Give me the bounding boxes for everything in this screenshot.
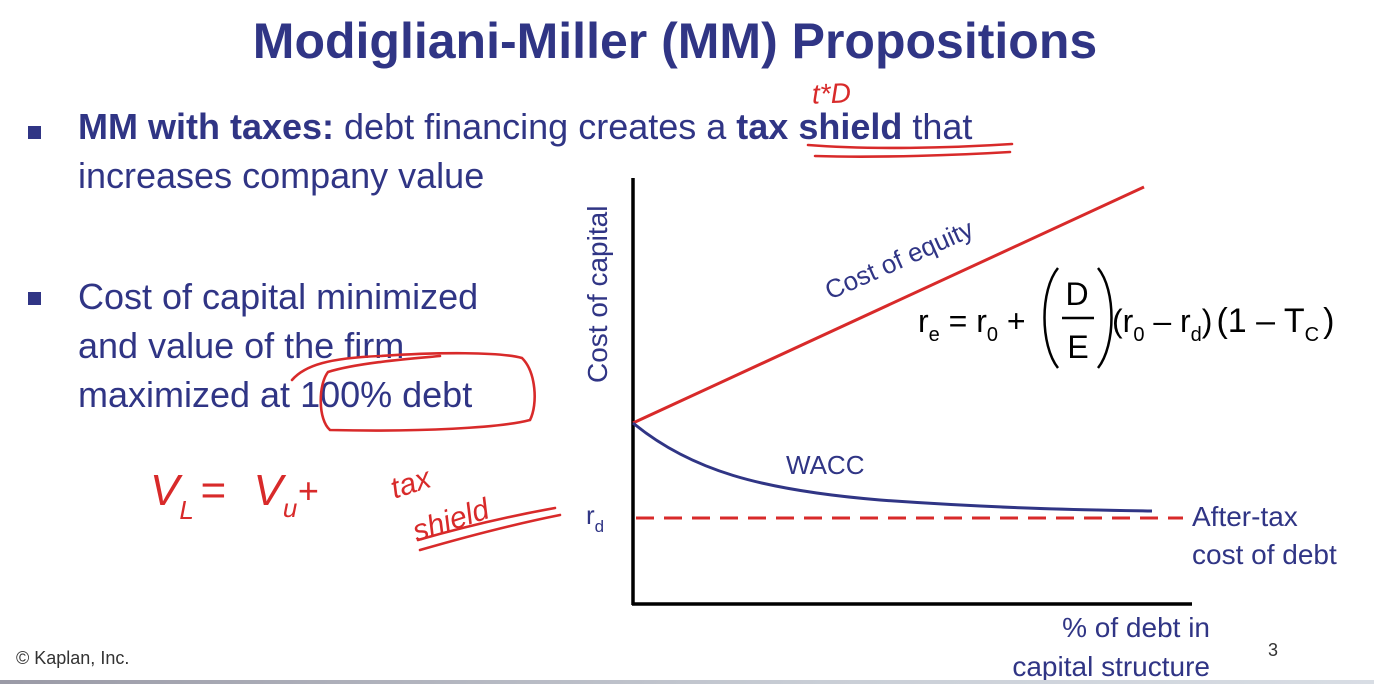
formula-numerator: D xyxy=(1065,276,1088,312)
after-tax-label-2: cost of debt xyxy=(1192,539,1337,570)
bullet-1-line-2: increases company value xyxy=(78,155,485,196)
cost-of-equity-line xyxy=(632,185,1145,425)
wacc-label: WACC xyxy=(786,450,864,480)
x-axis-label-1: % of debt in xyxy=(1062,612,1210,643)
bottom-rule xyxy=(0,680,1374,684)
shield-underline-2 xyxy=(418,513,562,552)
after-tax-label-1: After-tax xyxy=(1192,501,1298,532)
bullet-1-line-1: MM with taxes: debt financing creates a … xyxy=(78,102,972,152)
bullet-1-text: debt financing creates a xyxy=(334,106,737,147)
svg-text:re = r0 +: re = r0 + xyxy=(918,303,1026,346)
footer-copyright: © Kaplan, Inc. xyxy=(16,648,130,668)
tax-shield-underline xyxy=(806,142,1014,150)
slide-title: Modigliani-Miller (MM) Propositions xyxy=(252,13,1098,69)
shield-underline-1 xyxy=(416,506,557,542)
formula-paren-close xyxy=(1096,267,1113,369)
svg-text:(r0 – rd)(1 – TC): (r0 – rd) (1 – TC) xyxy=(1112,302,1334,346)
hundred-percent-debt-circle xyxy=(290,351,536,432)
bullet-marker-1 xyxy=(28,126,41,139)
annotation-tstar-d: t*D xyxy=(811,77,851,109)
bullet-2-line-3: maximized at 100% debt xyxy=(78,374,473,415)
wacc-curve xyxy=(632,421,1153,513)
formula-paren-open xyxy=(1043,267,1060,369)
annotation-vl: VL = Vu+ xyxy=(150,466,318,525)
bullet-1-tax-shield: tax shield xyxy=(736,106,903,147)
formula-denominator: E xyxy=(1067,329,1088,365)
bullet-1-text-after: that xyxy=(902,106,973,147)
annotation-tax: tax xyxy=(387,461,436,505)
handwritten-annotations: t*D VL = Vu+ tax shield xyxy=(150,77,1014,552)
bullet-1-bold-lead: MM with taxes: xyxy=(78,106,335,147)
y-axis-label: Cost of capital xyxy=(582,206,613,383)
page-number: 3 xyxy=(1268,640,1279,660)
rd-label: rd xyxy=(586,500,604,536)
tax-shield-underline-2 xyxy=(813,150,1012,158)
cost-of-equity-formula: re = r0 + D E (r0 – rd) (1 – TC) xyxy=(918,267,1334,369)
bullet-marker-2 xyxy=(28,292,41,305)
bullet-2-line-1: Cost of capital minimized xyxy=(78,276,479,317)
cost-of-equity-label: Cost of equity xyxy=(820,213,977,305)
x-axis-label-2: capital structure xyxy=(1012,651,1210,682)
